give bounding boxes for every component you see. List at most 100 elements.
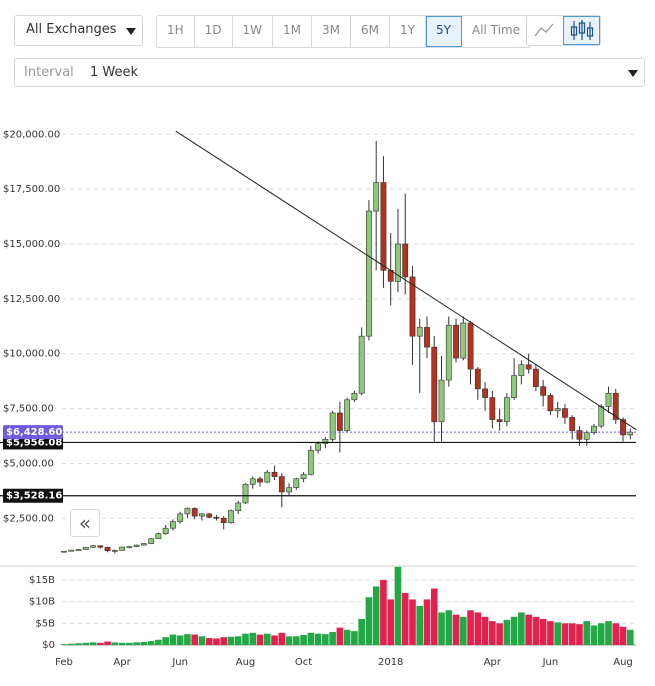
exchange-label: All Exchanges xyxy=(26,22,117,37)
range-button[interactable]: 1W xyxy=(233,16,274,47)
volume-bar xyxy=(423,599,431,645)
volume-bar xyxy=(314,633,322,645)
volume-bar xyxy=(191,634,198,645)
range-button[interactable]: 1H xyxy=(157,16,195,47)
volume-bar xyxy=(372,586,380,645)
range-button[interactable]: All Time xyxy=(471,23,521,37)
candle-body xyxy=(242,483,249,504)
exchange-select[interactable]: All Exchanges xyxy=(14,15,143,46)
candle-body xyxy=(612,392,619,420)
range-button[interactable]: 1D xyxy=(195,16,233,47)
candle-body xyxy=(264,471,271,483)
volume-bar xyxy=(60,644,68,645)
candle-body xyxy=(315,443,321,451)
volume-bar xyxy=(75,643,82,645)
candle-body xyxy=(133,544,140,547)
volume-bar xyxy=(481,616,489,645)
candle-body xyxy=(199,513,205,517)
candle-body xyxy=(496,419,503,423)
volume-tick-label: $5B xyxy=(35,618,55,629)
candle-chart-button[interactable] xyxy=(563,16,600,45)
volume-bar xyxy=(220,637,228,645)
candle-body xyxy=(82,546,89,550)
volume-bar xyxy=(184,634,191,645)
candle-body xyxy=(591,425,597,434)
y-tick-label: $15,000.00 xyxy=(3,239,60,250)
candle-body xyxy=(395,243,401,282)
candle-body xyxy=(620,419,626,436)
volume-bar xyxy=(554,622,561,645)
candle-body xyxy=(162,527,169,534)
candle-body xyxy=(540,386,547,396)
candle-body xyxy=(525,364,532,370)
candle-body xyxy=(170,521,176,529)
volume-bar xyxy=(387,599,394,645)
volume-bar xyxy=(162,637,169,645)
x-tick-label: Oct xyxy=(295,657,312,668)
candle-body xyxy=(366,210,372,337)
x-tick-label: Jun xyxy=(542,657,559,668)
range-button[interactable]: 1M xyxy=(273,16,313,47)
volume-bar xyxy=(263,633,271,645)
candle-body xyxy=(402,243,409,278)
candle-body xyxy=(409,276,416,337)
volume-tick-label: $0 xyxy=(42,640,55,651)
range-button[interactable]: 6M xyxy=(351,16,391,47)
volume-bar xyxy=(445,610,453,645)
candle-body xyxy=(489,397,496,420)
x-tick-label: Jun xyxy=(171,657,188,668)
candle-body xyxy=(322,439,329,444)
volume-bar xyxy=(278,632,286,645)
volume-bar xyxy=(496,623,503,645)
volume-bar xyxy=(583,621,591,645)
range-button[interactable]: 1Y xyxy=(390,16,427,47)
range-button[interactable]: 3M xyxy=(312,16,352,47)
interval-select[interactable]: Interval 1 Week xyxy=(14,58,645,87)
volume-bar xyxy=(67,643,75,645)
candle-body xyxy=(278,476,285,493)
candle-body xyxy=(155,533,162,540)
trendline xyxy=(175,130,637,430)
candle-body xyxy=(111,550,118,552)
range-buttons: 1H 1D 1W 1M 3M 6M 1Y 5Y All Time xyxy=(156,15,532,48)
candle-body xyxy=(351,392,358,401)
candle-body xyxy=(503,397,510,423)
candle-body xyxy=(126,546,133,548)
volume-bar xyxy=(365,597,373,645)
x-tick-label: Aug xyxy=(613,657,633,668)
volume-bar xyxy=(213,638,220,645)
volume-bar xyxy=(510,616,518,645)
candle-body xyxy=(191,508,198,517)
collapse-button[interactable]: « xyxy=(70,509,100,537)
volume-bar xyxy=(612,623,620,645)
volume-bar xyxy=(525,614,532,645)
candle-body xyxy=(598,406,605,427)
volume-bar xyxy=(474,612,482,645)
dropdown-arrow xyxy=(126,28,136,35)
volume-bar xyxy=(198,636,206,645)
candle-body xyxy=(329,412,336,440)
candle-body xyxy=(336,412,343,431)
volume-bar xyxy=(568,623,576,645)
y-tick-label: $2,500.00 xyxy=(3,513,54,524)
range-button[interactable]: 5Y xyxy=(426,16,462,47)
volume-bar xyxy=(227,636,235,645)
candle-body xyxy=(307,449,314,475)
volume-bar xyxy=(234,636,242,645)
volume-bar xyxy=(430,588,438,645)
line-chart-button[interactable] xyxy=(527,16,563,45)
candle-body xyxy=(119,546,125,551)
candle-body xyxy=(547,395,554,412)
volume-bar xyxy=(561,623,569,645)
chart-type-switch xyxy=(526,15,601,46)
candle-body xyxy=(177,513,184,522)
volume-bar xyxy=(576,624,583,645)
volume-bar xyxy=(460,616,467,645)
candle-body xyxy=(286,487,292,493)
candle-body xyxy=(358,335,365,394)
volume-bar xyxy=(467,610,474,645)
volume-bar xyxy=(242,633,249,645)
y-tick-label: $12,500.00 xyxy=(3,294,60,305)
interval-label: Interval xyxy=(24,65,74,80)
